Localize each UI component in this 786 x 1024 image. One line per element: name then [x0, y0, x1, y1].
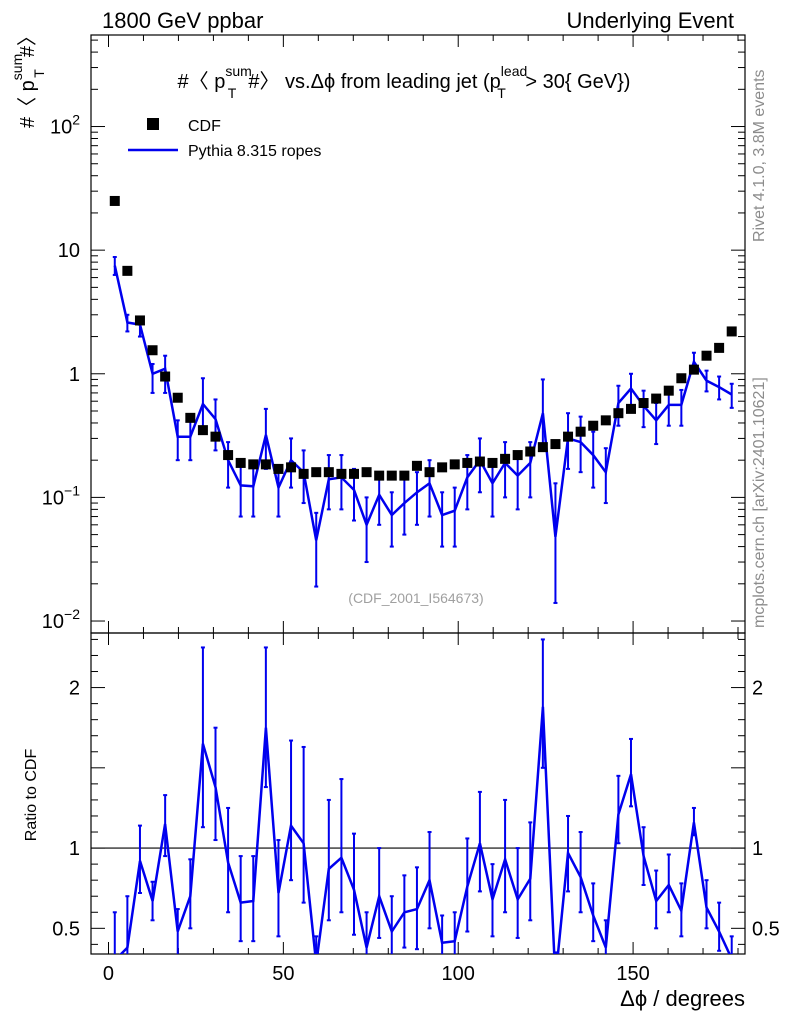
data-point: [273, 463, 284, 474]
data-point: [588, 420, 599, 431]
data-point: [500, 453, 511, 464]
side-label-bottom: mcplots.cern.ch [arXiv:2401.10621]: [751, 377, 768, 628]
data-point: [323, 467, 334, 478]
legend-data-label: CDF: [188, 118, 221, 135]
main-ylabel: #〈 psum T #〉: [9, 26, 47, 128]
data-point: [147, 345, 158, 356]
data-point: [487, 457, 498, 468]
data-point: [537, 442, 548, 453]
main-ylabel-sup: sum: [9, 54, 25, 80]
main-ylabel-prefix: #〈 p: [17, 80, 39, 128]
data-point: [210, 431, 221, 442]
data-point: [462, 457, 473, 468]
data-point: [298, 468, 309, 479]
data-point: [613, 408, 624, 419]
data-point: [550, 439, 561, 450]
plot-title-middle: #〉 vs.Δϕ from leading jet (p: [248, 71, 500, 93]
data-point: [286, 462, 297, 473]
legend-data-marker: [147, 118, 159, 130]
data-point: [185, 412, 196, 423]
data-point: [260, 459, 271, 470]
plot-title-sup2: lead: [501, 63, 527, 79]
ratio-y-tick-label-right: 1: [752, 838, 763, 860]
plot-title-suffix: > 30{ GeV}): [520, 71, 631, 93]
main-y-tick-label: 1: [69, 364, 80, 386]
mc-series-line: [113, 265, 733, 541]
data-point: [172, 392, 183, 403]
header-right: Underlying Event: [566, 8, 734, 33]
x-axis-label: Δϕ / degrees: [620, 986, 745, 1011]
ratio-y-tick-label: 0.5: [52, 918, 80, 940]
data-point: [197, 425, 208, 436]
x-tick-label: 0: [103, 963, 114, 985]
data-point: [563, 431, 574, 442]
plot-title-sub: T: [228, 85, 237, 101]
data-point: [474, 456, 485, 467]
data-point: [348, 468, 359, 479]
main-y-tick-label: 10−1: [42, 482, 80, 509]
data-point: [399, 470, 410, 481]
plot-title-sup: sum: [225, 63, 251, 79]
data-point: [449, 459, 460, 470]
main-y-tick-label: 10: [58, 240, 80, 262]
data-point: [688, 364, 699, 375]
data-point: [651, 393, 662, 404]
data-point: [109, 195, 120, 206]
legend-mc-label: Pythia 8.315 ropes: [188, 143, 321, 160]
data-point: [336, 468, 347, 479]
plot-title-prefix: #〈 p: [178, 71, 226, 93]
plot-title: #〈 psum T #〉 vs.Δϕ from leading jet (plead…: [178, 63, 631, 101]
watermark: (CDF_2001_I564673): [348, 590, 483, 606]
x-tick-label: 50: [272, 963, 294, 985]
side-label-top: Rivet 4.1.0, 3.8M events: [751, 69, 768, 242]
ratio-series-line: [119, 706, 731, 954]
data-point: [361, 467, 372, 478]
data-point: [411, 460, 422, 471]
data-point: [122, 265, 133, 276]
data-point: [701, 350, 712, 361]
main-ylabel-sub: T: [31, 69, 47, 78]
ratio-y-tick-label-right: 2: [752, 678, 763, 700]
data-point: [663, 385, 674, 396]
header-left: 1800 GeV ppbar: [102, 8, 263, 33]
main-y-tick-label: 102: [50, 112, 80, 139]
data-point: [625, 403, 636, 414]
data-point: [223, 450, 234, 461]
data-point: [638, 398, 649, 409]
data-point: [374, 470, 385, 481]
x-tick-label: 150: [616, 963, 649, 985]
data-point: [248, 459, 259, 470]
data-point: [600, 415, 611, 426]
ratio-ylabel: Ratio to CDF: [23, 749, 40, 842]
data-point: [386, 470, 397, 481]
data-point: [512, 450, 523, 461]
ratio-y-tick-label: 2: [69, 678, 80, 700]
data-point: [311, 467, 322, 478]
main-ylabel-suffix: #〉: [17, 26, 39, 57]
data-point: [714, 342, 725, 353]
ratio-y-tick-label-right: 0.5: [752, 918, 780, 940]
ratio-y-tick-label: 1: [69, 838, 80, 860]
main-y-tick-label: 10−2: [42, 606, 80, 633]
data-point: [235, 457, 246, 468]
data-point: [525, 446, 536, 457]
x-tick-label: 100: [442, 963, 475, 985]
data-point: [160, 371, 171, 382]
ratio-plot-frame: [90, 632, 746, 955]
data-point: [424, 467, 435, 478]
data-point: [676, 373, 687, 384]
data-point: [726, 326, 737, 337]
data-point: [437, 462, 448, 473]
data-point: [134, 315, 145, 326]
plot-title-sub2: T: [497, 85, 506, 101]
data-point: [575, 426, 586, 437]
